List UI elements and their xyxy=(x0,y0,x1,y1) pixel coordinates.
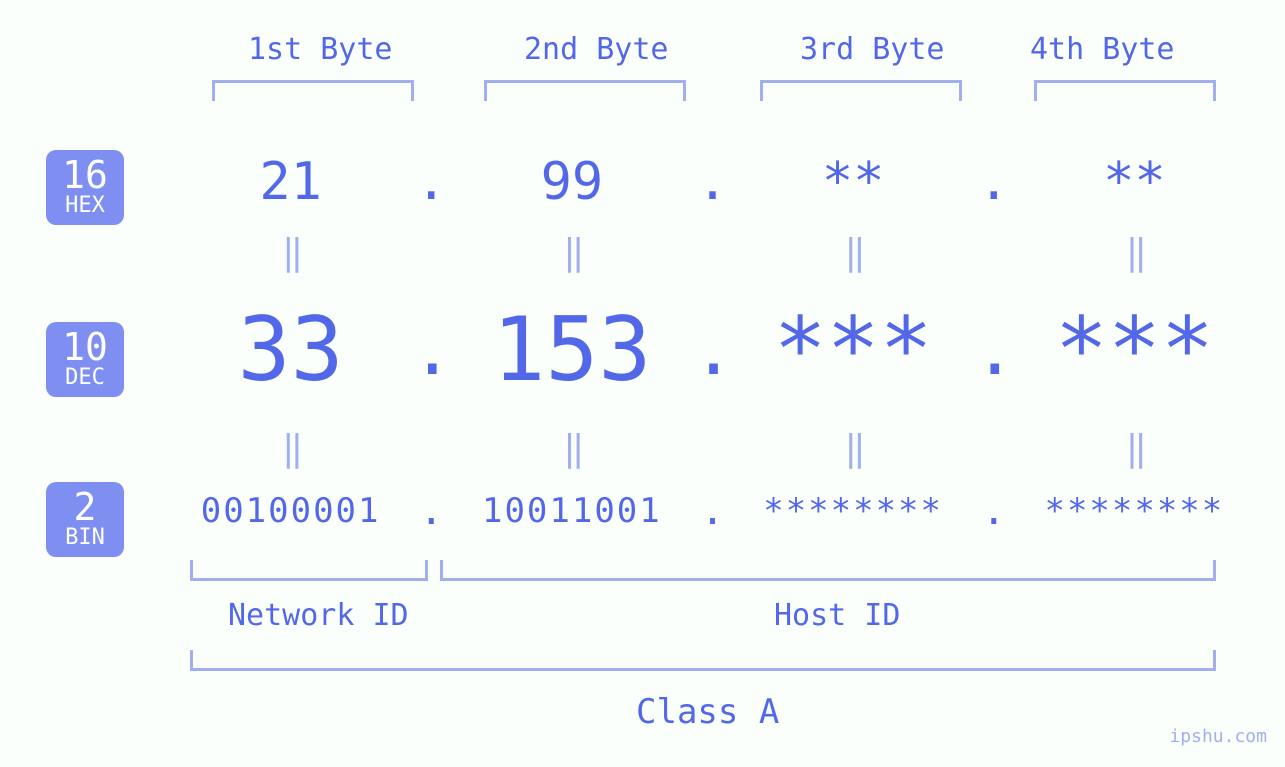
byte-bracket-3 xyxy=(760,80,962,101)
byte-bracket-4 xyxy=(1034,80,1216,101)
equivalence-row-2: ‖. ‖. ‖. ‖ xyxy=(170,428,1255,469)
radix-badge-hex: 16 HEX xyxy=(46,150,124,225)
dec-octet-2: 153 xyxy=(451,298,692,401)
equiv-mark: ‖ xyxy=(451,428,692,469)
dot: . xyxy=(411,309,451,391)
byte-header-3: 3rd Byte xyxy=(800,32,945,67)
row-bin: 00100001 . 10011001 . ******** . *******… xyxy=(170,488,1255,534)
row-dec: 33 . 153 . *** . *** xyxy=(170,298,1255,401)
equiv-mark: ‖ xyxy=(170,428,411,469)
equiv-mark: ‖ xyxy=(733,428,974,469)
radix-num-dec: 10 xyxy=(46,328,124,368)
bracket-host-id xyxy=(440,560,1216,581)
radix-label-dec: DEC xyxy=(46,366,124,389)
byte-bracket-2 xyxy=(484,80,686,101)
dot: . xyxy=(411,152,451,212)
dot: . xyxy=(974,152,1014,212)
bin-octet-4: ******** xyxy=(1014,491,1255,531)
bracket-class xyxy=(190,650,1216,671)
hex-octet-2: 99 xyxy=(451,152,692,212)
bracket-network-id xyxy=(190,560,428,581)
byte-bracket-1 xyxy=(212,80,414,101)
equiv-mark: ‖ xyxy=(1014,232,1255,273)
radix-label-bin: BIN xyxy=(46,526,124,549)
hex-octet-4: ** xyxy=(1014,152,1255,212)
bin-octet-2: 10011001 xyxy=(451,491,692,531)
watermark: ipshu.com xyxy=(1169,726,1267,747)
radix-badge-bin: 2 BIN xyxy=(46,482,124,557)
dot: . xyxy=(974,488,1014,534)
label-network-id: Network ID xyxy=(228,598,409,633)
equiv-mark: ‖ xyxy=(733,232,974,273)
dot: . xyxy=(693,152,733,212)
label-host-id: Host ID xyxy=(774,598,900,633)
equiv-mark: ‖ xyxy=(451,232,692,273)
radix-num-hex: 16 xyxy=(46,156,124,196)
byte-header-1: 1st Byte xyxy=(248,32,393,67)
radix-label-hex: HEX xyxy=(46,194,124,217)
byte-header-4: 4th Byte xyxy=(1030,32,1175,67)
equiv-mark: ‖ xyxy=(1014,428,1255,469)
byte-header-2: 2nd Byte xyxy=(524,32,669,67)
radix-num-bin: 2 xyxy=(46,488,124,528)
bin-octet-1: 00100001 xyxy=(170,491,411,531)
dec-octet-4: *** xyxy=(1014,298,1255,401)
equivalence-row-1: ‖. ‖. ‖. ‖ xyxy=(170,232,1255,273)
radix-badge-dec: 10 DEC xyxy=(46,322,124,397)
dec-octet-1: 33 xyxy=(170,298,411,401)
dot: . xyxy=(411,488,451,534)
dot: . xyxy=(974,309,1014,391)
bin-octet-3: ******** xyxy=(733,491,974,531)
dec-octet-3: *** xyxy=(733,298,974,401)
dot: . xyxy=(693,488,733,534)
hex-octet-3: ** xyxy=(733,152,974,212)
hex-octet-1: 21 xyxy=(170,152,411,212)
ip-bytes-diagram: 1st Byte 2nd Byte 3rd Byte 4th Byte 16 H… xyxy=(0,0,1285,767)
equiv-mark: ‖ xyxy=(170,232,411,273)
dot: . xyxy=(693,309,733,391)
row-hex: 21 . 99 . ** . ** xyxy=(170,152,1255,212)
label-class: Class A xyxy=(636,692,779,732)
